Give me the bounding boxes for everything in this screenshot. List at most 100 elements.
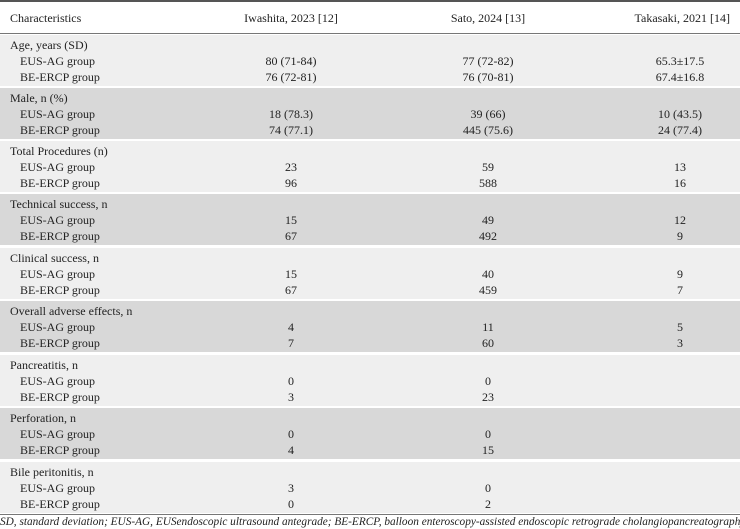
table-row: BE-ERCP group 74 (77.1) 445 (75.6) 24 (77.4…	[0, 122, 740, 138]
table-section: Technical success, n EUS-AG group 15 49 12 BE…	[0, 194, 740, 245]
row-label: BE-ERCP group	[20, 390, 100, 404]
table-header-row: Characteristics Iwashita, 2023 [12] Sato…	[0, 2, 740, 34]
section-title: Male, n (%)	[10, 91, 68, 105]
section-title: Clinical success, n	[10, 251, 99, 265]
row-value: 13	[674, 160, 686, 174]
row-value: 9	[677, 267, 683, 281]
table-section: Male, n (%) EUS-AG group 18 (78.3) 39 (66) 1…	[0, 88, 740, 139]
row-value: 2	[485, 497, 491, 511]
row-value: 0	[288, 427, 294, 441]
row-value: 12	[674, 213, 686, 227]
row-value: 9	[677, 229, 683, 243]
section-title: Pancreatitis, n	[10, 358, 78, 372]
row-value: 15	[285, 267, 297, 281]
table-section: Bile peritonitis, n EUS-AG group 3 0 BE-ERCP…	[0, 462, 740, 513]
row-value: 67	[285, 283, 297, 297]
row-value: 445 (75.6)	[463, 123, 513, 137]
row-value: 23	[285, 160, 297, 174]
row-value: 3	[677, 336, 683, 350]
row-value: 492	[479, 229, 497, 243]
row-value: 39 (66)	[470, 107, 506, 121]
row-value: 67.4±16.8	[655, 70, 705, 84]
section-title-row: Pancreatitis, n	[0, 357, 740, 373]
section-title: Bile peritonitis, n	[10, 465, 94, 479]
table-row: BE-ERCP group 67 492 9	[0, 228, 740, 244]
row-value: 16	[674, 176, 686, 190]
row-value: 60	[482, 336, 494, 350]
row-value: 67	[285, 229, 297, 243]
section-title-row: Male, n (%)	[0, 90, 740, 106]
table-row: EUS-AG group 15 49 12	[0, 212, 740, 228]
table-row: EUS-AG group 0 0	[0, 426, 740, 442]
header-characteristics: Characteristics	[10, 11, 82, 25]
header-takasaki: Takasaki, 2021 [14]	[634, 11, 730, 25]
row-label: BE-ERCP group	[20, 443, 100, 457]
table-section: Age, years (SD) EUS-AG group 80 (71-84) 77 …	[0, 35, 740, 86]
header-sato: Sato, 2024 [13]	[450, 11, 526, 25]
table-top-rule	[0, 0, 740, 2]
row-label: BE-ERCP group	[20, 123, 100, 137]
row-value: 3	[288, 481, 294, 495]
row-label: EUS-AG group	[20, 213, 95, 227]
row-value: 588	[479, 176, 497, 190]
row-value: 4	[288, 320, 294, 334]
row-value: 77 (72-82)	[462, 54, 514, 68]
row-value: 3	[288, 390, 294, 404]
row-label: BE-ERCP group	[20, 229, 100, 243]
table-section: Pancreatitis, n EUS-AG group 0 0 BE-ERCP gro…	[0, 355, 740, 406]
row-value: 0	[288, 497, 294, 511]
table-row: EUS-AG group 0 0	[0, 373, 740, 389]
table-row: BE-ERCP group 3 23	[0, 389, 740, 405]
row-label: EUS-AG group	[20, 54, 95, 68]
section-title: Overall adverse effects, n	[10, 304, 133, 318]
row-value: 11	[482, 320, 494, 334]
row-value: 96	[285, 176, 297, 190]
table-row: BE-ERCP group 4 15	[0, 442, 740, 458]
row-value: 10 (43.5)	[658, 107, 702, 121]
row-label: EUS-AG group	[20, 320, 95, 334]
row-value: 76 (70-81)	[462, 70, 514, 84]
row-value: 59	[482, 160, 494, 174]
section-title-row: Total Procedures (n)	[0, 143, 740, 159]
row-value: 7	[288, 336, 294, 350]
table-section: Overall adverse effects, n EUS-AG group 4 1…	[0, 301, 740, 352]
row-label: EUS-AG group	[20, 427, 95, 441]
table-row: EUS-AG group 80 (71-84) 77 (72-82) 65.3±17.…	[0, 53, 740, 69]
section-title-row: Perforation, n	[0, 410, 740, 426]
row-label: EUS-AG group	[20, 107, 95, 121]
table-row: EUS-AG group 18 (78.3) 39 (66) 10 (43.5)	[0, 106, 740, 122]
table-section: Perforation, n EUS-AG group 0 0 BE-ERCP grou…	[0, 408, 740, 459]
section-title: Age, years (SD)	[10, 38, 88, 52]
row-value: 15	[285, 213, 297, 227]
row-value: 23	[482, 390, 494, 404]
row-value: 459	[479, 283, 497, 297]
row-value: 5	[677, 320, 683, 334]
row-value: 80 (71-84)	[265, 54, 317, 68]
row-value: 76 (72-81)	[265, 70, 317, 84]
section-title-row: Technical success, n	[0, 196, 740, 212]
table-row: EUS-AG group 3 0	[0, 480, 740, 496]
row-value: 7	[677, 283, 683, 297]
section-title: Perforation, n	[10, 411, 76, 425]
row-value: 4	[288, 443, 294, 457]
row-value: 0	[485, 374, 491, 388]
table-row: BE-ERCP group 0 2	[0, 496, 740, 512]
section-title-row: Clinical success, n	[0, 250, 740, 266]
row-value: 18 (78.3)	[269, 107, 313, 121]
section-title-row: Overall adverse effects, n	[0, 303, 740, 319]
row-label: EUS-AG group	[20, 267, 95, 281]
row-value: 0	[485, 427, 491, 441]
section-title: Technical success, n	[10, 197, 108, 211]
row-value: 65.3±17.5	[655, 54, 705, 68]
row-value: 0	[288, 374, 294, 388]
section-title: Total Procedures (n)	[10, 144, 108, 158]
table-row: BE-ERCP group 76 (72-81) 76 (70-81) 67.4±16…	[0, 69, 740, 85]
row-label: EUS-AG group	[20, 481, 95, 495]
section-title-row: Age, years (SD)	[0, 37, 740, 53]
table-row: EUS-AG group 4 11 5	[0, 319, 740, 335]
section-title-row: Bile peritonitis, n	[0, 464, 740, 480]
row-label: BE-ERCP group	[20, 176, 100, 190]
table-row: BE-ERCP group 96 588 16	[0, 175, 740, 191]
row-value: 24 (77.4)	[658, 123, 702, 137]
row-label: EUS-AG group	[20, 160, 95, 174]
